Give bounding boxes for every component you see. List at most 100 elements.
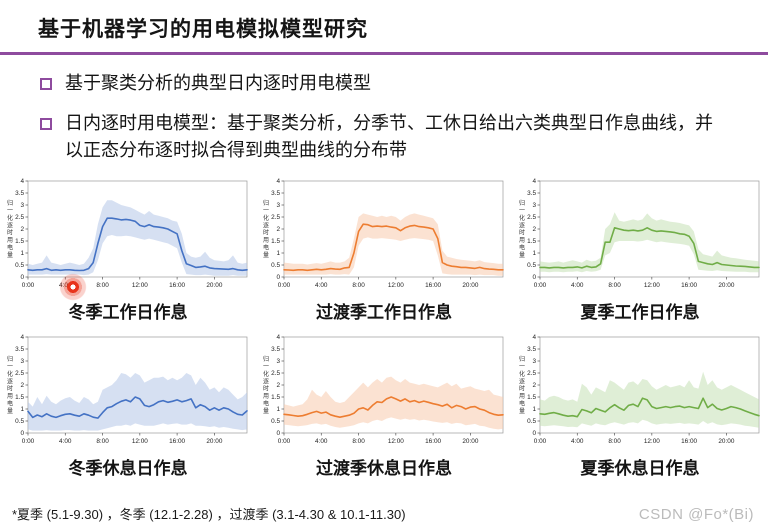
svg-text:逐: 逐 bbox=[519, 377, 525, 385]
svg-text:20:00: 20:00 bbox=[718, 282, 734, 289]
svg-text:4:00: 4:00 bbox=[315, 282, 328, 289]
svg-text:3.5: 3.5 bbox=[15, 190, 24, 197]
svg-text:1.5: 1.5 bbox=[271, 238, 280, 245]
svg-text:0.5: 0.5 bbox=[15, 418, 24, 425]
svg-text:8:00: 8:00 bbox=[352, 282, 365, 289]
svg-text:电: 电 bbox=[263, 244, 269, 252]
svg-text:化: 化 bbox=[7, 370, 13, 378]
chart-cell: 0 0.5 1 1.5 2 2.5 3 3.5 4 0:00 4:00 8:00 12:00 16:00 2… bbox=[256, 333, 512, 479]
svg-text:一: 一 bbox=[519, 365, 525, 371]
svg-text:0.5: 0.5 bbox=[527, 262, 536, 269]
svg-text:16:00: 16:00 bbox=[169, 282, 185, 289]
svg-text:0: 0 bbox=[532, 274, 536, 281]
chart-canvas: 0 0.5 1 1.5 2 2.5 3 3.5 4 0:00 4:00 8:00 12:00 16:00 2… bbox=[519, 334, 760, 445]
svg-text:时: 时 bbox=[519, 229, 525, 237]
svg-text:20:00: 20:00 bbox=[206, 282, 222, 289]
footer: *夏季 (5.1-9.30) ，冬季 (12.1-2.28) ，过渡季 (3.1… bbox=[12, 504, 754, 523]
svg-text:量: 量 bbox=[519, 408, 525, 415]
svg-text:1.5: 1.5 bbox=[527, 394, 536, 401]
square-bullet-icon bbox=[40, 78, 52, 90]
svg-text:1: 1 bbox=[532, 406, 536, 413]
svg-text:1: 1 bbox=[276, 406, 280, 413]
svg-text:4: 4 bbox=[20, 334, 24, 341]
svg-text:1.5: 1.5 bbox=[15, 394, 24, 401]
bullet-text: 日内逐时用电模型：基于聚类分析，分季节、工休日给出六类典型日作息曲线，并以正态分… bbox=[65, 113, 713, 160]
bullet-list: 基于聚类分析的典型日内逐时用电模型 日内逐时用电模型：基于聚类分析，分季节、工休… bbox=[40, 70, 722, 164]
svg-text:0.5: 0.5 bbox=[271, 418, 280, 425]
svg-text:20:00: 20:00 bbox=[206, 438, 222, 445]
svg-text:3: 3 bbox=[20, 202, 24, 209]
svg-text:3: 3 bbox=[276, 202, 280, 209]
svg-text:3: 3 bbox=[20, 358, 24, 365]
svg-text:0: 0 bbox=[20, 430, 24, 437]
svg-text:量: 量 bbox=[7, 408, 13, 415]
svg-text:归: 归 bbox=[519, 199, 525, 207]
svg-text:3.5: 3.5 bbox=[527, 346, 536, 353]
svg-text:16:00: 16:00 bbox=[681, 282, 697, 289]
svg-text:逐: 逐 bbox=[263, 221, 269, 229]
svg-text:20:00: 20:00 bbox=[462, 282, 478, 289]
svg-text:4: 4 bbox=[532, 334, 536, 341]
svg-text:用: 用 bbox=[519, 237, 525, 244]
slide-header: 基于机器学习的用电模拟模型研究 bbox=[0, 0, 768, 43]
svg-text:3.5: 3.5 bbox=[271, 190, 280, 197]
svg-text:0:00: 0:00 bbox=[278, 282, 291, 289]
svg-text:3: 3 bbox=[532, 202, 536, 209]
svg-text:2: 2 bbox=[532, 226, 536, 233]
svg-text:1.5: 1.5 bbox=[15, 238, 24, 245]
svg-text:归: 归 bbox=[519, 355, 525, 363]
svg-text:0.5: 0.5 bbox=[271, 262, 280, 269]
svg-text:20:00: 20:00 bbox=[718, 438, 734, 445]
svg-text:用: 用 bbox=[519, 393, 525, 400]
svg-text:2: 2 bbox=[532, 382, 536, 389]
svg-text:量: 量 bbox=[7, 252, 13, 259]
svg-text:一: 一 bbox=[519, 209, 525, 215]
svg-text:2.5: 2.5 bbox=[527, 214, 536, 221]
svg-text:一: 一 bbox=[263, 365, 269, 371]
svg-text:量: 量 bbox=[519, 252, 525, 259]
svg-text:8:00: 8:00 bbox=[96, 438, 109, 445]
svg-text:0: 0 bbox=[532, 430, 536, 437]
svg-text:逐: 逐 bbox=[263, 377, 269, 385]
svg-text:一: 一 bbox=[7, 209, 13, 215]
svg-text:1.5: 1.5 bbox=[271, 394, 280, 401]
chart-canvas: 0 0.5 1 1.5 2 2.5 3 3.5 4 0:00 4:00 8:00 12:00 16:00 2… bbox=[7, 178, 248, 289]
svg-text:2.5: 2.5 bbox=[15, 214, 24, 221]
svg-text:一: 一 bbox=[263, 209, 269, 215]
svg-text:化: 化 bbox=[519, 370, 525, 378]
chart-title: 冬季工作日作息 bbox=[68, 303, 188, 322]
chart-canvas: 0 0.5 1 1.5 2 2.5 3 3.5 4 0:00 4:00 8:00 12:00 16:00 2… bbox=[519, 178, 760, 289]
svg-text:一: 一 bbox=[7, 365, 13, 371]
svg-text:3.5: 3.5 bbox=[271, 346, 280, 353]
svg-text:时: 时 bbox=[263, 229, 269, 237]
svg-text:12:00: 12:00 bbox=[388, 282, 404, 289]
svg-text:电: 电 bbox=[263, 400, 269, 408]
svg-text:电: 电 bbox=[519, 400, 525, 408]
title-underline bbox=[0, 52, 768, 55]
chart-title: 过渡季休息日作息 bbox=[316, 459, 452, 478]
svg-text:化: 化 bbox=[263, 214, 269, 222]
svg-text:4: 4 bbox=[276, 334, 280, 341]
watermark-text: CSDN @Fo*(Bi) bbox=[638, 506, 754, 523]
svg-text:逐: 逐 bbox=[7, 221, 13, 229]
svg-text:1: 1 bbox=[20, 250, 24, 257]
svg-text:0:00: 0:00 bbox=[278, 438, 291, 445]
svg-text:3.5: 3.5 bbox=[15, 346, 24, 353]
svg-text:时: 时 bbox=[7, 385, 13, 393]
svg-text:用: 用 bbox=[7, 237, 13, 244]
chart-title: 夏季休息日作息 bbox=[580, 459, 700, 478]
svg-text:电: 电 bbox=[7, 400, 13, 408]
svg-text:2: 2 bbox=[276, 226, 280, 233]
svg-text:4:00: 4:00 bbox=[571, 282, 584, 289]
svg-text:归: 归 bbox=[7, 199, 13, 207]
svg-text:8:00: 8:00 bbox=[96, 282, 109, 289]
svg-text:逐: 逐 bbox=[7, 377, 13, 385]
svg-text:12:00: 12:00 bbox=[644, 282, 660, 289]
chart-title: 冬季休息日作息 bbox=[68, 459, 188, 478]
chart-cell: 0 0.5 1 1.5 2 2.5 3 3.5 4 0:00 4:00 8:00 12:00 16:00 2… bbox=[0, 177, 256, 323]
svg-text:4: 4 bbox=[532, 178, 536, 185]
svg-text:16:00: 16:00 bbox=[169, 438, 185, 445]
svg-text:2: 2 bbox=[276, 382, 280, 389]
chart-canvas: 0 0.5 1 1.5 2 2.5 3 3.5 4 0:00 4:00 8:00 12:00 16:00 2… bbox=[7, 334, 248, 445]
svg-text:2.5: 2.5 bbox=[527, 370, 536, 377]
